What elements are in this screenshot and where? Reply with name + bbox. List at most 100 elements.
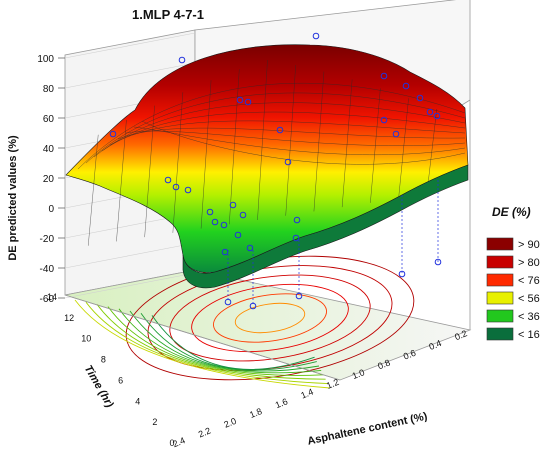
contour-line bbox=[74, 299, 331, 389]
legend-title: DE (%) bbox=[492, 205, 531, 219]
z-tick: -40 bbox=[40, 264, 65, 275]
data-point bbox=[109, 130, 117, 138]
z-tick-label: -40 bbox=[40, 264, 55, 275]
data-point bbox=[284, 158, 292, 166]
z-tick: -60 bbox=[40, 294, 65, 305]
wall-gridline bbox=[64, 32, 196, 59]
contour-line bbox=[129, 310, 320, 372]
z-tick: -20 bbox=[40, 234, 65, 245]
legend-swatch bbox=[486, 327, 514, 341]
contour-line bbox=[234, 302, 306, 334]
legend-swatch bbox=[486, 309, 514, 323]
data-point bbox=[380, 116, 388, 124]
data-point bbox=[178, 56, 186, 64]
z-tick-label: 0 bbox=[48, 204, 54, 215]
legend-swatch bbox=[486, 237, 514, 251]
mesh-line bbox=[93, 102, 466, 158]
z-tick: 40 bbox=[43, 144, 65, 155]
mesh-line bbox=[172, 92, 184, 233]
floor-contours bbox=[74, 255, 415, 389]
legend-entry: < 56 bbox=[486, 291, 540, 305]
chart-title: 1.MLP 4-7-1 bbox=[132, 7, 204, 22]
mesh-line bbox=[101, 111, 466, 152]
mesh-line bbox=[85, 92, 466, 164]
mesh-line bbox=[144, 105, 155, 238]
legend-swatch bbox=[486, 273, 514, 287]
data-point bbox=[229, 201, 237, 209]
data-point bbox=[246, 244, 254, 252]
contour-line bbox=[118, 308, 322, 374]
x-axis-ticks: 2.4 2.2 2.0 1.8 1.6 1.4 1.2 1.0 0.8 0.6 0.4 0.2 bbox=[171, 328, 468, 449]
mesh-line bbox=[313, 71, 325, 212]
data-point bbox=[249, 250, 257, 310]
x-tick-label: 1.0 bbox=[351, 367, 366, 381]
legend-label: < 76 bbox=[518, 275, 540, 287]
z-tick-label: 60 bbox=[43, 114, 55, 125]
mesh-line bbox=[133, 126, 466, 155]
legend-entry: < 76 bbox=[486, 273, 540, 287]
data-point bbox=[392, 130, 400, 138]
y-tick-label: 2 bbox=[152, 417, 157, 427]
mesh-line bbox=[370, 88, 381, 203]
y-axis-label: Time (hr) bbox=[82, 363, 116, 410]
response-surface bbox=[65, 44, 469, 289]
x-tick-label: 2.0 bbox=[222, 416, 237, 430]
z-axis-ticks: 100 80 60 40 20 0 -20 -40 -60 bbox=[37, 54, 65, 305]
data-point bbox=[416, 94, 424, 102]
x-tick-label: 0.6 bbox=[402, 348, 417, 362]
mesh-line bbox=[116, 119, 127, 242]
y-tick-label: 12 bbox=[64, 313, 74, 323]
y-tick-label: 8 bbox=[101, 355, 106, 365]
data-point bbox=[244, 98, 252, 106]
mesh-line bbox=[257, 59, 268, 221]
data-point bbox=[220, 221, 228, 229]
legend-entry: > 90 bbox=[486, 237, 540, 251]
mesh-line bbox=[125, 130, 466, 146]
data-point bbox=[295, 240, 303, 300]
x-tick-label: 0.8 bbox=[376, 357, 391, 371]
mesh-line bbox=[398, 98, 409, 199]
legend-entry: < 16 bbox=[486, 327, 540, 341]
mesh-line bbox=[117, 127, 466, 140]
data-point bbox=[426, 108, 434, 116]
x-axis-label: Asphaltene content (%) bbox=[306, 410, 428, 447]
x-tick-label: 0.4 bbox=[428, 338, 443, 352]
data-point bbox=[224, 250, 232, 306]
mesh-line bbox=[109, 120, 466, 146]
x-tick-label: 2.2 bbox=[197, 426, 212, 440]
legend-entries: > 90 > 80 < 76 < 56 < 36 < 16 bbox=[486, 237, 540, 341]
x-tick-label: 1.2 bbox=[325, 377, 340, 391]
legend-label: > 80 bbox=[518, 257, 540, 269]
z-tick: 0 bbox=[48, 204, 65, 215]
legend: DE (%) > 90 > 80 < 76 < 56 < 36 < 16 bbox=[486, 205, 540, 341]
y-axis-ticks: 0 2 4 6 8 10 12 14 bbox=[47, 292, 175, 448]
x-tick-label: 1.6 bbox=[274, 396, 289, 410]
legend-entry: < 36 bbox=[486, 309, 540, 323]
y-tick-label: 6 bbox=[118, 375, 123, 385]
observed-points bbox=[109, 32, 442, 310]
contour-line bbox=[85, 301, 328, 385]
z-tick: 100 bbox=[37, 54, 65, 65]
legend-label: < 56 bbox=[518, 293, 540, 305]
mesh-line bbox=[200, 80, 212, 229]
contour-line bbox=[96, 304, 326, 380]
data-point bbox=[292, 234, 300, 242]
x-tick-label: 0.2 bbox=[453, 328, 468, 342]
legend-entry: > 80 bbox=[486, 255, 540, 269]
data-point bbox=[206, 208, 214, 216]
data-point bbox=[239, 211, 247, 219]
data-point bbox=[172, 183, 180, 191]
x-tick-label: 1.8 bbox=[248, 406, 263, 420]
contour-line bbox=[140, 312, 317, 371]
z-tick-label: 20 bbox=[43, 174, 55, 185]
data-point bbox=[164, 176, 172, 184]
mesh-line bbox=[285, 65, 296, 216]
legend-swatch bbox=[486, 291, 514, 305]
data-point bbox=[380, 72, 388, 80]
mesh-line bbox=[229, 69, 240, 225]
data-point bbox=[236, 96, 244, 104]
y-tick-label: 0 bbox=[169, 438, 174, 448]
z-tick-label: 80 bbox=[43, 84, 55, 95]
mesh-line bbox=[341, 79, 353, 208]
